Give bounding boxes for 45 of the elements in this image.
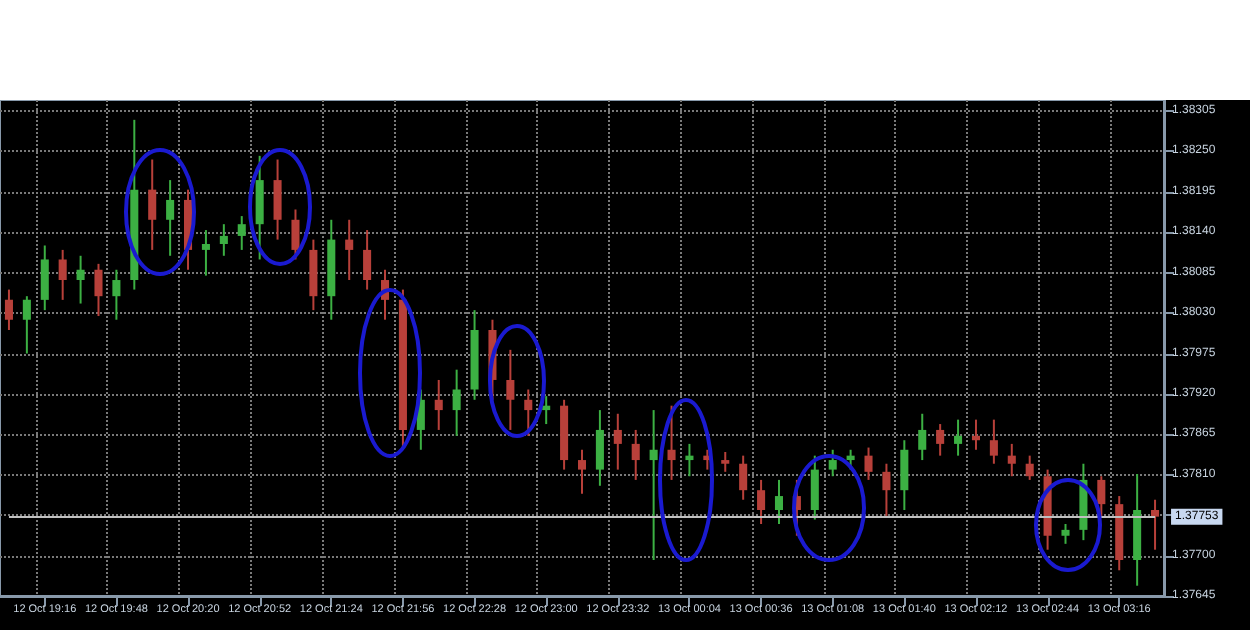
candlestick [774, 478, 784, 525]
candlestick [721, 450, 730, 473]
candlestick [1025, 454, 1034, 481]
candlestick [4, 288, 13, 331]
candlestick [166, 179, 175, 257]
candlestick [363, 229, 372, 291]
candlestick [936, 423, 945, 457]
candlestick [918, 412, 927, 462]
candlestick [667, 404, 676, 481]
candlestick [345, 218, 354, 282]
candlestick [954, 418, 963, 457]
candlestick [148, 158, 157, 251]
candlestick [989, 418, 998, 465]
candlestick [864, 446, 873, 481]
candlestick [1151, 498, 1160, 551]
candlestick [40, 244, 49, 312]
candlestick [309, 238, 318, 312]
candlestick [58, 248, 67, 301]
candlestick [882, 462, 891, 517]
candlestick [595, 409, 604, 487]
candlestick [577, 448, 587, 495]
candlestick [524, 388, 533, 437]
candlestick [613, 412, 622, 471]
candlestick [452, 368, 461, 437]
candlestick [739, 454, 748, 501]
candlestick [201, 229, 210, 277]
candlestick [828, 448, 837, 478]
candlestick [631, 428, 640, 481]
candlestick [219, 223, 228, 257]
candlestick [22, 295, 31, 355]
candlestick [506, 348, 515, 431]
candlestick [1061, 522, 1070, 545]
candlestick [900, 439, 909, 512]
candlestick [1097, 475, 1106, 517]
candlestick [1007, 442, 1016, 478]
candlestick [255, 154, 264, 261]
candlestick [649, 409, 658, 561]
candlestick [757, 478, 766, 525]
candlestick [434, 378, 443, 431]
candlestick [273, 158, 282, 241]
candlestick [237, 215, 246, 251]
candlestick [76, 254, 85, 305]
candlestick [112, 268, 121, 321]
candlestick [94, 262, 103, 318]
candlestick [810, 454, 819, 521]
